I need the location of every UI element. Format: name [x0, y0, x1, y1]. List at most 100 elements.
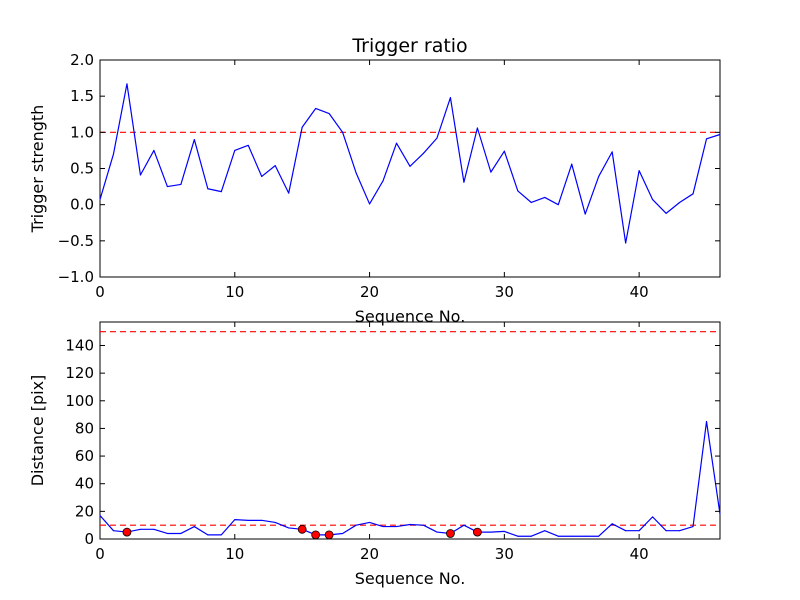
bottom-x-tick-label: 30	[495, 545, 514, 563]
top-data-point	[652, 199, 654, 201]
top-data-point	[544, 196, 546, 198]
top-x-tick-label: 0	[95, 283, 105, 301]
top-data-point	[234, 149, 236, 151]
top-panel: 0 10 20 30 40 −1.0 −0.5 0.0 0.5 1.0 1.5 2.0 Sequence…	[28, 35, 721, 326]
top-data-point	[530, 201, 532, 203]
bottom-data-point	[369, 521, 371, 523]
bottom-data-point	[396, 526, 398, 528]
trigger-marker	[311, 530, 321, 540]
bottom-data-point	[342, 532, 344, 534]
top-data-point	[247, 144, 249, 146]
top-data-point	[449, 97, 451, 99]
top-data-point	[503, 150, 505, 152]
bottom-y-tick-label: 140	[65, 336, 94, 354]
top-data-point	[166, 186, 168, 188]
bottom-x-tick-label: 40	[630, 545, 649, 563]
bottom-data-point	[234, 519, 236, 521]
bottom-x-tick-label: 20	[360, 545, 379, 563]
bottom-data-point	[503, 530, 505, 532]
top-y-axis-label: Trigger strength	[28, 105, 47, 234]
bottom-y-tick-label: 80	[75, 419, 94, 437]
bottom-data-point	[611, 523, 613, 525]
top-data-point	[557, 204, 559, 206]
bottom-data-point	[261, 519, 263, 521]
bottom-y-tick-label: 0	[84, 530, 94, 548]
bottom-data-point	[544, 530, 546, 532]
top-data-point	[112, 153, 114, 155]
top-data-point	[220, 191, 222, 193]
bottom-data-point	[288, 527, 290, 529]
bottom-data-point	[692, 526, 694, 528]
bottom-data-point	[355, 524, 357, 526]
top-data-point	[692, 193, 694, 195]
top-data-point	[288, 192, 290, 194]
top-data-point	[328, 113, 330, 115]
top-x-tick-label: 30	[495, 283, 514, 301]
bottom-data-point	[274, 521, 276, 523]
bottom-data-point	[139, 528, 141, 530]
top-data-point	[490, 171, 492, 173]
top-data-point	[207, 188, 209, 190]
top-data-point	[665, 212, 667, 214]
bottom-data-point	[112, 530, 114, 532]
bottom-data-point	[436, 531, 438, 533]
top-data-point	[355, 172, 357, 174]
bottom-data-point	[207, 534, 209, 536]
top-series-line	[99, 83, 721, 244]
bottom-data-point	[625, 530, 627, 532]
bottom-y-tick-label: 100	[65, 392, 94, 410]
top-data-point	[719, 134, 721, 136]
top-x-tick-label: 40	[630, 283, 649, 301]
top-x-tick-label: 20	[360, 283, 379, 301]
top-data-point	[382, 180, 384, 182]
trigger-marker	[446, 529, 455, 538]
bottom-data-point	[530, 535, 532, 537]
top-data-point	[153, 149, 155, 151]
bottom-data-point	[422, 524, 424, 526]
top-data-point	[126, 83, 128, 85]
bottom-data-point	[706, 421, 708, 423]
bottom-y-tick-label: 60	[75, 447, 94, 465]
top-y-tick-label: 0.0	[70, 196, 94, 214]
top-data-point	[638, 170, 640, 172]
top-y-tick-label: 1.0	[70, 123, 94, 141]
top-x-axis-label: Sequence No.	[355, 307, 466, 326]
bottom-data-point	[382, 526, 384, 528]
bottom-x-tick-label: 10	[225, 545, 244, 563]
bottom-series-line	[99, 420, 721, 537]
top-axes-frame	[99, 59, 721, 278]
bottom-data-point	[463, 524, 465, 526]
top-y-tick-label: 2.0	[70, 51, 94, 69]
top-data-point	[315, 107, 317, 109]
top-data-point	[301, 126, 303, 128]
top-data-point	[679, 201, 681, 203]
top-data-point	[139, 174, 141, 176]
top-data-point	[396, 142, 398, 144]
top-data-point	[409, 165, 411, 167]
bottom-data-point	[679, 530, 681, 532]
top-data-point	[476, 127, 478, 129]
top-y-tick-label: 0.5	[70, 160, 94, 178]
bottom-data-point	[665, 530, 667, 532]
trigger-marker	[122, 527, 132, 537]
bottom-y-tick-label: 120	[65, 364, 94, 382]
top-data-point	[274, 165, 276, 167]
top-data-point	[180, 183, 182, 185]
top-data-point	[193, 139, 195, 141]
top-x-tick-label: 10	[225, 283, 244, 301]
top-data-point	[625, 242, 627, 244]
top-data-point	[584, 213, 586, 215]
bottom-data-point	[571, 535, 573, 537]
trigger-marker	[324, 530, 334, 540]
bottom-y-tick-label: 40	[75, 475, 94, 493]
bottom-data-point	[638, 530, 640, 532]
top-y-tick-label: −0.5	[58, 232, 94, 250]
top-data-point	[611, 151, 613, 153]
trigger-marker	[297, 524, 307, 534]
bottom-data-point	[557, 535, 559, 537]
bottom-data-point	[247, 519, 249, 521]
top-data-point	[598, 175, 600, 177]
bottom-data-point	[166, 532, 168, 534]
bottom-axes-frame	[99, 321, 721, 540]
bottom-data-point	[99, 515, 101, 517]
